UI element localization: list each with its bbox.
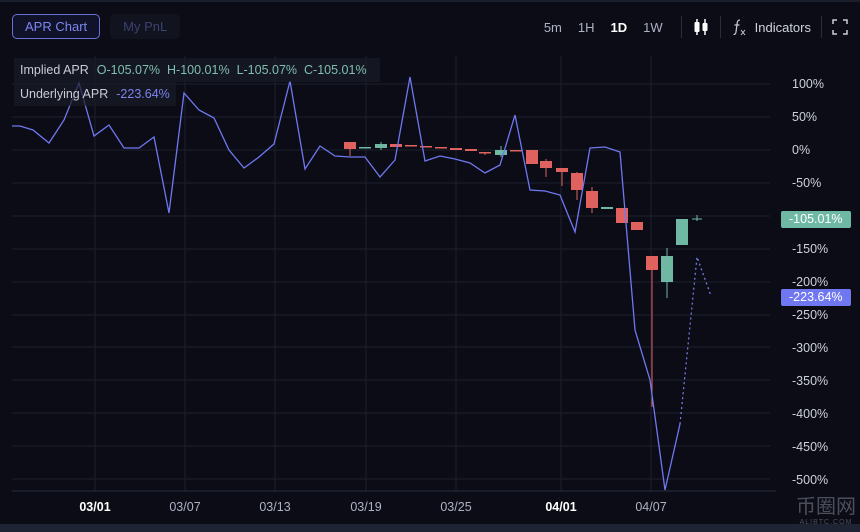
x-tick: 04/07 [635,500,667,514]
indicators-button[interactable]: Indicators [731,18,811,36]
function-fx-icon [733,19,746,36]
y-tick: -150% [792,242,829,256]
tab-my-pnl[interactable]: My PnL [110,14,181,39]
x-tick: 03/07 [169,500,201,514]
underlying-apr-value: -223.64% [116,87,170,101]
chart-legend: Implied APR O-105.07% H-100.01% L-105.07… [14,58,380,106]
bottom-edge [0,524,860,532]
y-tick: -200% [792,275,829,289]
ohlc-low: L-105.07% [236,63,298,77]
legend-underlying-apr: Underlying APR -223.64% [14,82,176,106]
y-tick: 50% [792,110,818,124]
y-tick: -250% [792,308,829,322]
toolbar-divider [680,16,682,38]
y-tick: 100% [792,77,824,91]
y-tick: -500% [792,473,829,487]
fullscreen-icon [832,19,848,35]
y-tick: -400% [792,407,829,421]
chart-tabs: APR Chart My PnL [12,14,181,39]
ohlc-high: H-100.01% [167,63,230,77]
timeframe-1w[interactable]: 1W [643,19,663,35]
y-tick: -450% [792,440,829,454]
legend-implied-apr: Implied APR O-105.07% H-100.01% L-105.07… [14,58,380,82]
ohlc-close: C-105.01% [304,63,367,77]
tab-apr-chart[interactable]: APR Chart [12,14,101,39]
candlestick-icon [694,19,708,35]
underlying-apr-projection [679,256,712,425]
fullscreen-button[interactable] [832,19,848,35]
y-tick: -350% [792,374,829,388]
y-tick: -300% [792,341,829,355]
y-tick: -50% [792,176,822,190]
y-tick: 0% [792,143,811,157]
toolbar-divider [719,16,721,38]
grid [12,56,770,491]
underlying-apr-price-tag: -223.64% [781,289,851,306]
x-tick: 03/01 [79,500,111,514]
implied-apr-price-tag: -105.01% [781,211,851,228]
chart-toolbar: 5m 1H 1D 1W Indicators [536,14,848,40]
watermark-logo: 币圈网 ALIBTC.COM [796,490,856,526]
x-tick: 03/19 [350,500,382,514]
x-tick: 04/01 [545,500,577,514]
underlying-apr-label: Underlying APR [20,87,109,101]
toolbar-divider [821,16,822,38]
timeframe-5m[interactable]: 5m [543,19,562,35]
implied-apr-label: Implied APR [20,63,89,77]
underlying-apr-line [12,76,681,491]
timeframe-1h[interactable]: 1H [577,19,595,35]
timeframe-1d[interactable]: 1D [610,19,628,35]
watermark-text: 币圈网 [796,496,856,518]
x-tick: 03/25 [440,500,472,514]
ohlc-open: O-105.07% [96,63,161,77]
indicators-label: Indicators [754,19,811,35]
chart-type-button[interactable] [692,18,710,36]
x-tick: 03/13 [259,500,291,514]
watermark-subtext: ALIBTC.COM [799,519,853,526]
implied-apr-candles [344,142,702,407]
